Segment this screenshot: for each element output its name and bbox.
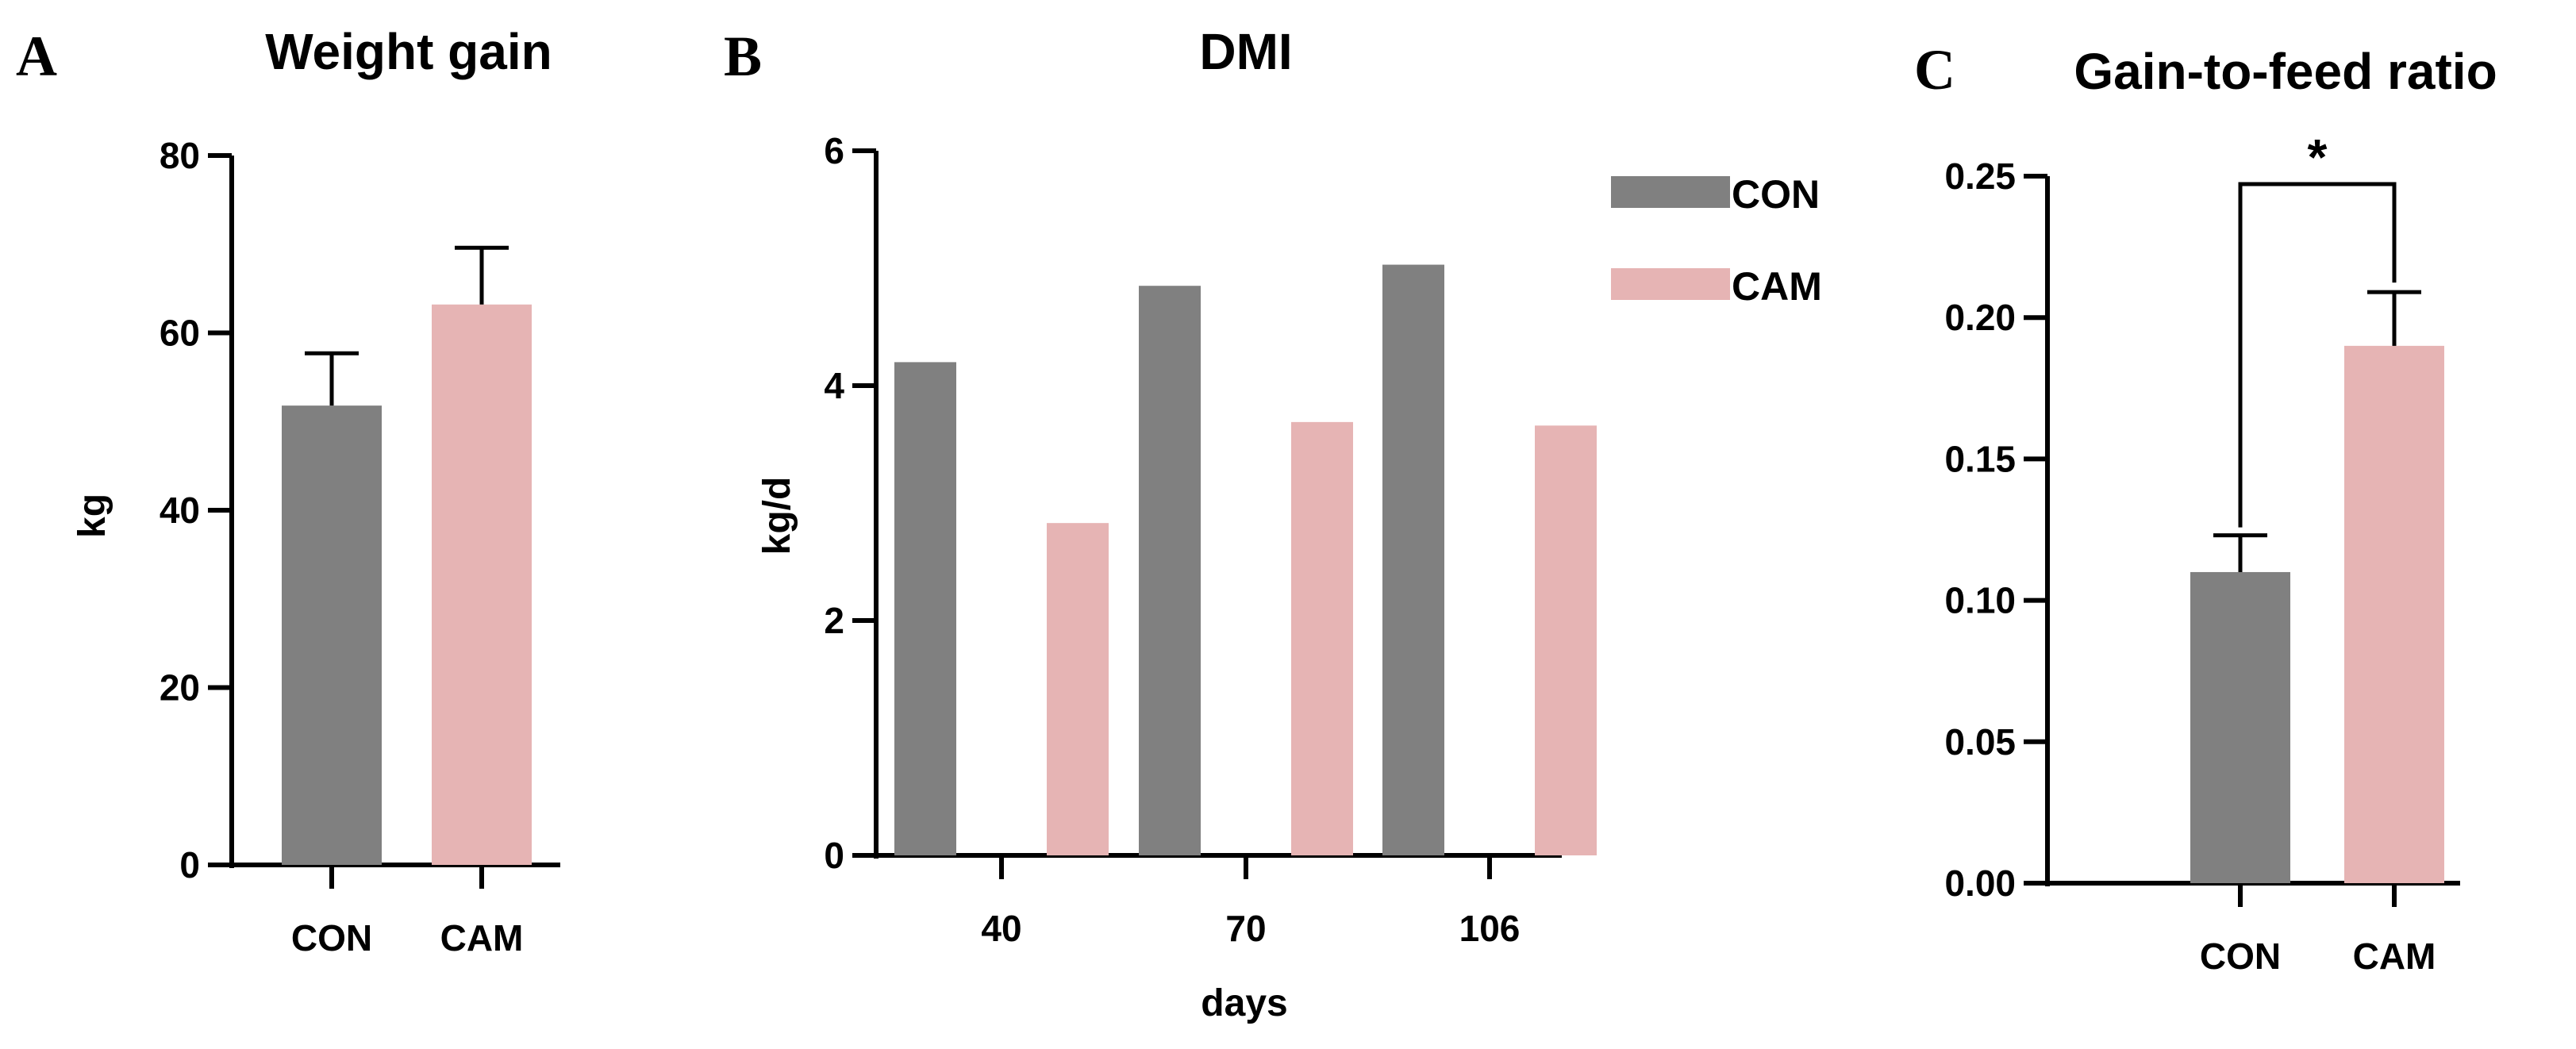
panel-c-y-tick-label: 0.20 [1944, 297, 2016, 338]
panel-a-y-tick-label: 40 [160, 490, 200, 531]
panel-a-ylabel: kg [71, 494, 113, 538]
panel-a-label: A [16, 25, 57, 88]
panel-c-significance-marker: * [2308, 129, 2328, 186]
panel-c-bar-con [2190, 571, 2290, 883]
panel-b-x-tick-label: 70 [1225, 908, 1266, 949]
panel-c-bars [2190, 290, 2444, 884]
panel-a-y-tick-label: 60 [160, 313, 200, 354]
panel-c-y-tick-label: 0.25 [1944, 156, 2016, 197]
panel-a-x-tick-label: CON [291, 917, 372, 959]
panel-a-bar-con [282, 405, 382, 865]
panel-a-bar-cam [432, 304, 532, 865]
panel-b-bar-con-40 [894, 362, 956, 855]
panel-a-title: Weight gain [265, 23, 552, 80]
panel-c-y-tick-label: 0.10 [1944, 580, 2016, 621]
panel-c-bar-cam [2344, 345, 2444, 884]
panel-b-x-tick-label: 40 [981, 908, 1021, 949]
panel-c-title: Gain-to-feed ratio [2074, 43, 2497, 100]
panel-b-xlabel: days [1201, 982, 1287, 1024]
panel-c-significance-bracket [2238, 182, 2397, 528]
panel-b-bar-con-106 [1382, 264, 1444, 855]
panel-b-bar-con-70 [1139, 286, 1201, 855]
panel-b-axes: 0 2 4 6 40 70 106 [824, 130, 1562, 949]
panel-a: A Weight gain kg 0 20 40 60 80 CON CAM [16, 23, 560, 959]
panel-c-x-tick-label: CAM [2353, 936, 2436, 977]
legend-label-cam: CAM [1732, 264, 1822, 309]
panel-a-axes: 0 20 40 60 80 CON CAM [160, 135, 560, 959]
panel-c-label: C [1914, 38, 1955, 102]
panel-b-y-tick-label: 6 [824, 130, 844, 171]
panel-c-y-tick-label: 0.05 [1944, 721, 2016, 763]
panel-c-axes: 0.00 0.05 0.10 0.15 0.20 0.25 CON CAM [1944, 156, 2460, 977]
panel-b-title: DMI [1199, 23, 1292, 80]
legend-swatch-con [1611, 176, 1730, 208]
panel-b: B DMI kg/d days 0 2 4 6 40 70 106 CON CAM [724, 23, 1822, 1024]
legend-label-con: CON [1732, 172, 1820, 217]
panel-a-x-tick-label: CAM [440, 917, 524, 959]
panel-b-bar-cam-70 [1291, 421, 1353, 855]
panel-b-y-tick-label: 0 [824, 835, 844, 876]
panel-a-bars [282, 245, 532, 865]
panel-b-bar-cam-40 [1047, 523, 1109, 855]
panel-a-y-tick-label: 0 [179, 844, 200, 886]
panel-b-bars [894, 264, 1597, 855]
panel-a-y-tick-label: 80 [160, 135, 200, 176]
panel-c-significance: * [2238, 129, 2397, 528]
panel-b-y-tick-label: 4 [824, 365, 844, 406]
legend-swatch-cam [1611, 268, 1730, 300]
panel-b-label: B [724, 25, 762, 88]
panel-c-y-tick-label: 0.15 [1944, 438, 2016, 479]
panel-c-x-tick-label: CON [2200, 936, 2281, 977]
panel-b-x-tick-label: 106 [1459, 908, 1521, 949]
panel-c-y-tick-label: 0.00 [1944, 863, 2016, 904]
panel-a-y-tick-label: 20 [160, 667, 200, 709]
panel-b-bar-cam-106 [1535, 425, 1597, 855]
panel-b-legend: CON CAM [1611, 172, 1822, 309]
panel-c: C Gain-to-feed ratio 0.00 0.05 0.10 0.15 0.2… [1914, 38, 2497, 977]
panel-b-y-tick-label: 2 [824, 600, 844, 641]
panel-b-ylabel: kg/d [756, 477, 798, 555]
